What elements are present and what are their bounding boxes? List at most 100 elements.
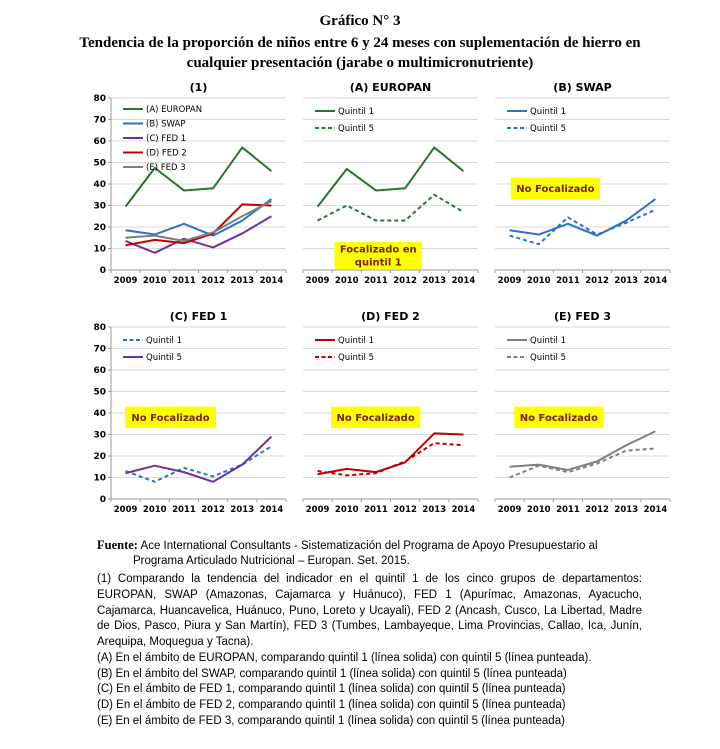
annotation-text: Focalizado en (340, 244, 417, 255)
legend-label: (D) FED 2 (146, 148, 187, 158)
chart-title: (A) EUROPAN (350, 81, 431, 94)
x-tick-label: 2014 (260, 276, 284, 286)
footnote-1: (1) Comparando la tendencia del indicado… (97, 573, 642, 648)
y-tick-label: 70 (93, 115, 106, 125)
footnote-a: (A) En el ámbito de EUROPAN, comparando … (97, 651, 592, 664)
legend-label: Quintil 5 (338, 353, 374, 363)
y-tick-label: 40 (93, 409, 106, 419)
x-tick-label: 2009 (114, 505, 138, 515)
chart-europan: (A) EUROPAN 2009 2010 2011 2012 2013 2014 Focal… (299, 80, 482, 293)
chart-canvas: (A) EUROPAN 2009 2010 2011 2012 2013 2014 Focal… (302, 81, 479, 286)
chart-canvas: (E) FED 3 2009 2010 2011 2012 2013 2014 No Foca… (494, 310, 671, 515)
chart-row-2: (C) FED 1 0 10 20 30 40 50 60 70 80 2009 2010 2011 20… (84, 309, 720, 522)
series-line-quintil-1 (509, 429, 656, 471)
series-line-quintil-5 (125, 435, 273, 483)
x-tick-label: 2011 (172, 276, 196, 286)
figure-subtitle-line2: cualquier presentación (jarabe o multimi… (186, 55, 534, 72)
x-tick-label: 2013 (422, 505, 446, 515)
x-tick-label: 2013 (230, 276, 254, 286)
x-tick-label: 2014 (644, 505, 668, 515)
y-tick-label: 80 (93, 323, 106, 333)
y-tick-label: 0 (100, 495, 106, 505)
series-line--c-fed-1 (125, 214, 272, 254)
y-tick-label: 70 (93, 344, 106, 354)
chart-canvas: (B) SWAP 2009 2010 2011 2012 2013 2014 No Focal… (494, 81, 671, 286)
x-tick-label: 2014 (452, 276, 476, 286)
legend-label: Quintil 5 (338, 124, 374, 134)
legend-label: Quintil 1 (530, 107, 566, 117)
source-label: Fuente: (97, 537, 138, 552)
figure-title: Gráfico N° 3 (319, 13, 401, 29)
y-tick-label: 20 (93, 223, 106, 233)
y-tick-label: 30 (93, 201, 106, 211)
chart-title: (1) (190, 81, 208, 94)
annotation-highlight (334, 241, 422, 269)
series-line--e-fed-3 (125, 199, 272, 242)
figure-subtitle-line1: Tendencia de la proporción de niños entr… (79, 35, 641, 51)
x-tick-label: 2014 (452, 505, 476, 515)
chart-title: (E) FED 3 (554, 310, 611, 323)
y-tick-label: 50 (93, 387, 106, 397)
x-tick-label: 2010 (143, 505, 167, 515)
chart-row-1: (1) 0 10 20 30 40 50 60 70 80 2009 2010 2011 2012 2013… (84, 80, 720, 293)
annotation-highlight (331, 406, 421, 428)
series-line-quintil-5 (317, 193, 464, 222)
annotation-text: No Focalizado (520, 412, 598, 423)
legend-label: Quintil 5 (146, 353, 182, 363)
x-tick-label: 2014 (260, 505, 284, 515)
figure-header: Gráfico N° 3 Tendencia de la proporción … (0, 0, 720, 74)
x-tick-label: 2012 (201, 276, 225, 286)
chart-fed2: (D) FED 2 2009 2010 2011 2012 2013 2014 No Foca… (299, 309, 482, 522)
legend-label: Quintil 1 (146, 336, 182, 346)
chart-title: (C) FED 1 (170, 310, 228, 323)
x-tick-label: 2009 (498, 276, 522, 286)
annotation-highlight (125, 406, 216, 428)
y-tick-label: 30 (93, 430, 106, 440)
x-tick-label: 2009 (306, 505, 330, 515)
footnote-b: (B) En el ámbito del SWAP, comparando qu… (97, 667, 567, 680)
annotation-text: No Focalizado (516, 183, 594, 194)
series-line-quintil-1 (316, 145, 465, 207)
series-line-quintil-1 (509, 197, 657, 237)
footnote-d: (D) En el ámbito de FED 2, comparando qu… (97, 699, 566, 711)
footnote-e: (E) En el ámbito de FED 3, comparando qu… (97, 714, 565, 727)
annotation-text: quintil 1 (355, 257, 402, 268)
x-tick-label: 2013 (614, 276, 638, 286)
legend-label: (B) SWAP (146, 119, 185, 129)
x-tick-label: 2013 (422, 276, 446, 286)
series-line-quintil-5 (509, 208, 656, 245)
legend-label: Quintil 5 (530, 124, 566, 134)
x-tick-label: 2012 (585, 505, 609, 515)
x-tick-label: 2010 (143, 276, 167, 286)
legend-label: Quintil 1 (530, 336, 566, 346)
series-line-quintil-1 (125, 444, 272, 483)
annotation-highlight (510, 177, 600, 199)
annotation-text: No Focalizado (131, 412, 209, 423)
x-tick-label: 2010 (527, 505, 551, 515)
series-line-quintil-5 (317, 441, 464, 476)
footnote-c: (C) En el ámbito de FED 1, comparando qu… (97, 683, 566, 696)
chart-fed3: (E) FED 3 2009 2010 2011 2012 2013 2014 No Foca… (491, 309, 674, 522)
x-tick-label: 2009 (306, 276, 330, 286)
annotation-highlight (514, 406, 604, 428)
y-tick-label: 40 (93, 180, 106, 190)
x-tick-label: 2014 (644, 276, 668, 286)
y-tick-label: 20 (93, 452, 106, 462)
x-tick-label: 2011 (364, 276, 388, 286)
x-tick-label: 2013 (230, 505, 254, 515)
y-tick-label: 80 (93, 94, 106, 104)
x-tick-label: 2009 (114, 276, 138, 286)
legend-label: (A) EUROPAN (146, 105, 202, 115)
chart-fed1: (C) FED 1 0 10 20 30 40 50 60 70 80 2009 2010 2011 20… (84, 309, 290, 522)
x-tick-label: 2012 (201, 505, 225, 515)
charts-grid: (1) 0 10 20 30 40 50 60 70 80 2009 2010 2011 2012 2013… (84, 80, 720, 522)
x-tick-label: 2010 (527, 276, 551, 286)
x-tick-label: 2011 (556, 276, 580, 286)
source-text-line2: Programa Articulado Nutricional – Europa… (133, 555, 410, 568)
chart-overview: (1) 0 10 20 30 40 50 60 70 80 2009 2010 2011 2012 2013… (84, 80, 290, 293)
chart-title: (B) SWAP (553, 81, 611, 94)
legend-label: (E) FED 3 (146, 163, 186, 173)
legend-label: (C) FED 1 (146, 134, 186, 144)
figure-subtitle: Tendencia de la proporción de niños entr… (0, 33, 720, 74)
annotation-text: No Focalizado (337, 412, 415, 423)
